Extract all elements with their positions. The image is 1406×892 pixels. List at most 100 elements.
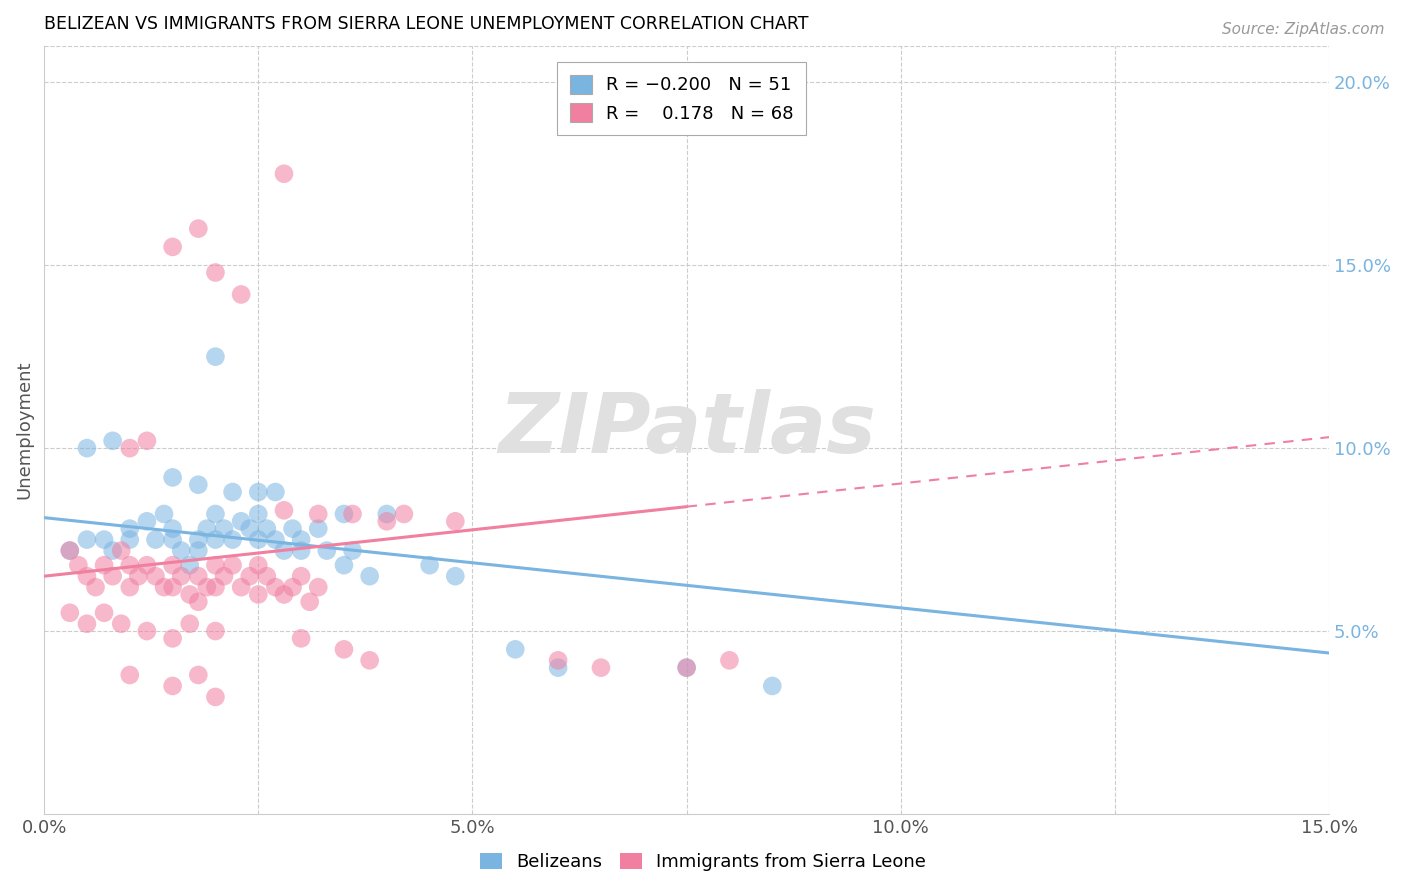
Point (118, 558, 141, 573)
Point (195, 580, 218, 594)
Point (59, 606, 82, 620)
Point (547, 653, 569, 667)
Point (264, 485, 287, 500)
Point (67, 558, 90, 573)
Point (221, 533, 243, 547)
Point (187, 668, 209, 682)
Point (153, 580, 176, 594)
Point (179, 616, 201, 631)
Point (221, 558, 243, 573)
Point (307, 507, 329, 521)
Point (110, 543, 132, 558)
Point (187, 533, 209, 547)
Point (162, 470, 184, 484)
Point (135, 434, 157, 448)
Point (247, 587, 270, 601)
Point (392, 507, 415, 521)
Point (503, 642, 526, 657)
Point (204, 580, 226, 594)
Point (761, 679, 783, 693)
Point (239, 569, 262, 583)
Point (256, 522, 278, 536)
Point (110, 616, 132, 631)
Point (264, 533, 287, 547)
Point (59, 543, 82, 558)
Point (273, 543, 295, 558)
Point (162, 679, 184, 693)
Point (375, 507, 398, 521)
Point (118, 580, 141, 594)
Point (153, 507, 176, 521)
Point (204, 350, 226, 364)
Point (342, 543, 364, 558)
Point (187, 595, 209, 609)
Point (273, 503, 295, 517)
Point (231, 287, 253, 301)
Point (333, 558, 356, 573)
Point (204, 507, 226, 521)
Y-axis label: Unemployment: Unemployment (15, 360, 32, 500)
Point (547, 660, 569, 674)
Point (93, 606, 115, 620)
Point (281, 580, 304, 594)
Point (444, 514, 467, 528)
Text: BELIZEAN VS IMMIGRANTS FROM SIERRA LEONE UNEMPLOYMENT CORRELATION CHART: BELIZEAN VS IMMIGRANTS FROM SIERRA LEONE… (44, 15, 808, 33)
Point (187, 543, 209, 558)
Point (145, 569, 167, 583)
Point (162, 558, 184, 573)
Point (675, 660, 697, 674)
Point (247, 507, 270, 521)
Point (179, 558, 201, 573)
Point (212, 569, 235, 583)
Point (231, 580, 253, 594)
Point (187, 221, 209, 235)
Point (170, 569, 193, 583)
Text: Source: ZipAtlas.com: Source: ZipAtlas.com (1222, 22, 1385, 37)
Point (333, 642, 356, 657)
Point (247, 558, 270, 573)
Point (212, 522, 235, 536)
Point (162, 533, 184, 547)
Point (247, 485, 270, 500)
Point (135, 624, 157, 638)
Point (187, 569, 209, 583)
Point (290, 632, 312, 646)
Point (127, 569, 149, 583)
Point (135, 558, 157, 573)
Point (342, 507, 364, 521)
Point (101, 569, 124, 583)
Point (118, 668, 141, 682)
Point (118, 522, 141, 536)
Point (187, 477, 209, 491)
Point (231, 514, 253, 528)
Point (170, 543, 193, 558)
Point (145, 533, 167, 547)
Point (204, 690, 226, 704)
Point (375, 514, 398, 528)
Point (444, 569, 467, 583)
Point (101, 434, 124, 448)
Point (589, 660, 612, 674)
Point (84, 580, 107, 594)
Point (239, 522, 262, 536)
Legend: R = −0.200   N = 51, R =    0.178   N = 68: R = −0.200 N = 51, R = 0.178 N = 68 (557, 62, 806, 136)
Point (162, 522, 184, 536)
Point (135, 514, 157, 528)
Point (101, 543, 124, 558)
Point (307, 580, 329, 594)
Point (76, 616, 98, 631)
Point (204, 533, 226, 547)
Point (273, 587, 295, 601)
Point (93, 558, 115, 573)
Point (76, 533, 98, 547)
Point (315, 543, 337, 558)
Point (290, 533, 312, 547)
Point (307, 522, 329, 536)
Point (419, 558, 441, 573)
Point (298, 595, 321, 609)
Point (118, 533, 141, 547)
Point (290, 543, 312, 558)
Point (718, 653, 741, 667)
Point (195, 522, 218, 536)
Legend: Belizeans, Immigrants from Sierra Leone: Belizeans, Immigrants from Sierra Leone (472, 846, 934, 879)
